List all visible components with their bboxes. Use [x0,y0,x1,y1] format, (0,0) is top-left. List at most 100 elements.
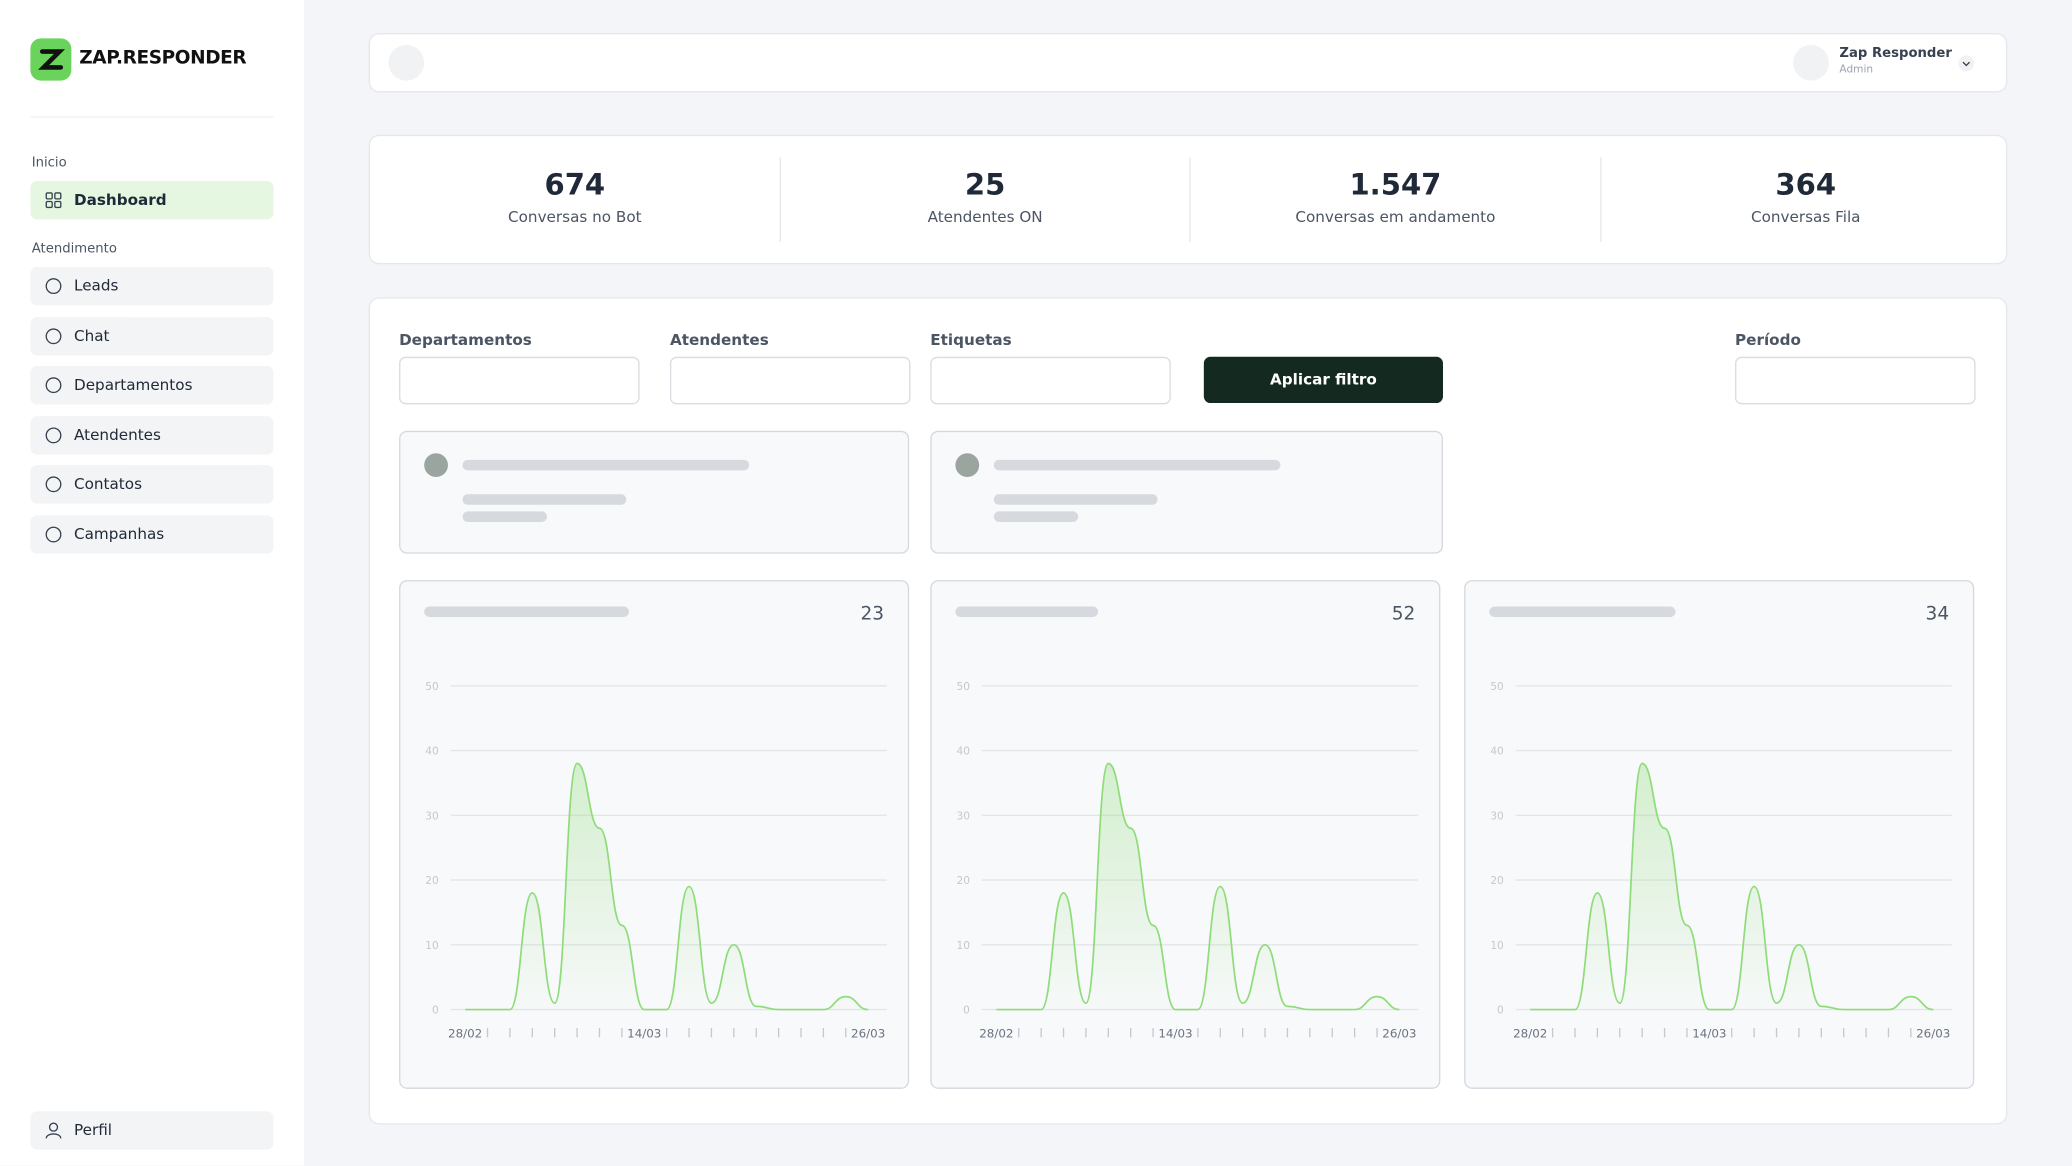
line [996,762,1400,1011]
title-skeleton [1489,606,1676,618]
nav-item[interactable]: Campanhas [30,515,274,554]
nav-item[interactable]: Dashboard [30,181,274,220]
nav-item[interactable]: Contatos [30,465,274,504]
chart-card: 34 0 10 20 30 40 50 28/02 14/03 26/03 [1464,580,1975,1089]
x-tick-label: 28/02 [448,1026,482,1040]
stats-card: 674 Conversas no Bot 25 Atendentes ON 1.547 C… [368,134,2011,265]
stat-label: Conversas em andamento [1295,207,1496,226]
chart: 52 0 10 20 30 40 50 28/02 14/03 26/03 [955,604,1418,1040]
stat-value: 364 [1775,169,1837,203]
chart-card: 52 0 10 20 30 40 50 28/02 14/03 26/03 [930,580,1441,1089]
x-tick-label: 26/03 [1916,1026,1950,1040]
chart-total: 23 [860,604,884,625]
nav-label: Campanhas [74,524,165,544]
nav-label: Contatos [74,474,142,494]
filter-card: Departamentos Atendentes Etiquetas Perío… [368,297,2008,1125]
stat-value: 674 [544,169,606,203]
select[interactable] [399,356,640,405]
nav-label: Departamentos [74,375,193,395]
select[interactable] [669,356,911,405]
select[interactable] [930,356,1171,405]
nav-label: Chat [74,325,110,345]
x-tick-label: 14/03 [1158,1026,1192,1040]
skeleton-card [930,430,1444,554]
y-tick-label: 20 [1490,875,1504,887]
line [465,762,869,1011]
logo-mark [38,49,66,70]
area-fill [996,763,1400,1010]
stat: 1.547 Conversas em andamento [1191,169,1601,226]
section-label: Atendimento [31,241,117,257]
filter-label: Departamentos [399,330,532,349]
y-tick-label: 10 [1490,940,1504,952]
area-fill [465,763,869,1010]
logo [30,38,72,81]
nav-label: Leads [74,276,119,295]
stat-label: Conversas Fila [1750,207,1861,226]
y-tick-label: 10 [425,940,439,952]
y-tick-label: 30 [425,810,439,822]
nav-item[interactable]: Chat [30,316,274,355]
nav-label: Atendentes [74,425,161,444]
y-tick-label: 10 [956,940,970,952]
x-tick-label: 28/02 [1513,1026,1547,1040]
nav-item[interactable]: Leads [30,266,274,306]
y-tick-label: 30 [1490,810,1504,822]
y-tick-label: 20 [956,875,970,887]
y-tick-label: 50 [425,681,439,693]
x-tick-label: 14/03 [627,1026,661,1040]
user-role: Admin [1839,63,1874,76]
topbar: Zap Responder Admin [368,33,2008,93]
area-fill [1530,763,1934,1010]
x-tick-label: 28/02 [979,1026,1013,1040]
stat-label: Conversas no Bot [508,207,642,226]
title-skeleton [955,606,1099,618]
x-tick-label: 14/03 [1692,1026,1726,1040]
user-name: Zap Responder [1839,46,1952,61]
brand: ZAP.RESPONDER [79,47,247,69]
y-tick-label: 40 [425,746,439,758]
date-input[interactable] [1735,356,1976,405]
section-label: Inicio [31,155,67,171]
nav-item[interactable]: Perfil [30,1111,274,1150]
y-tick-label: 30 [956,810,970,822]
nav-item[interactable]: Departamentos [30,366,274,405]
stat-value: 1.547 [1349,169,1442,203]
nav-label: Dashboard [74,190,167,209]
filter-label: Período [1735,330,1801,349]
divider [1189,157,1191,242]
chart: 34 0 10 20 30 40 50 28/02 14/03 26/03 [1489,604,1952,1040]
chart-total: 34 [1926,604,1950,625]
y-tick-label: 20 [425,875,439,887]
nav-item[interactable]: Atendentes [30,415,274,455]
chart-total: 52 [1392,604,1416,625]
stat-label: Atendentes ON [927,207,1043,226]
title-skeleton [424,606,630,618]
chart: 23 0 10 20 30 40 50 28/02 14/03 26/03 [424,604,887,1040]
stat: 25 Atendentes ON [780,169,1190,226]
skeleton-card [399,430,910,554]
avatar[interactable] [1793,44,1829,81]
divider [1599,157,1601,242]
y-tick-label: 50 [1490,681,1504,693]
filter-label: Atendentes [669,330,769,349]
dropdown-icon[interactable] [1958,55,1975,72]
y-tick-label: 0 [963,1005,970,1017]
sidebar: ZAP.RESPONDER Inicio Dashboard Atendimen… [0,0,304,1166]
y-tick-label: 0 [432,1005,439,1017]
divider [778,157,781,242]
small-logo [388,44,425,81]
nav-label: Perfil [74,1120,113,1140]
apply-button[interactable]: Aplicar filtro [1203,356,1444,404]
filter-label: Etiquetas [930,330,1012,349]
y-tick-label: 50 [956,681,970,693]
stat: 364 Conversas Fila [1601,169,2011,226]
divider [30,116,274,118]
stat-value: 25 [964,169,1006,203]
y-tick-label: 40 [1490,746,1504,758]
x-tick-label: 26/03 [851,1026,885,1040]
y-tick-label: 0 [1497,1005,1504,1017]
line [1530,762,1934,1011]
